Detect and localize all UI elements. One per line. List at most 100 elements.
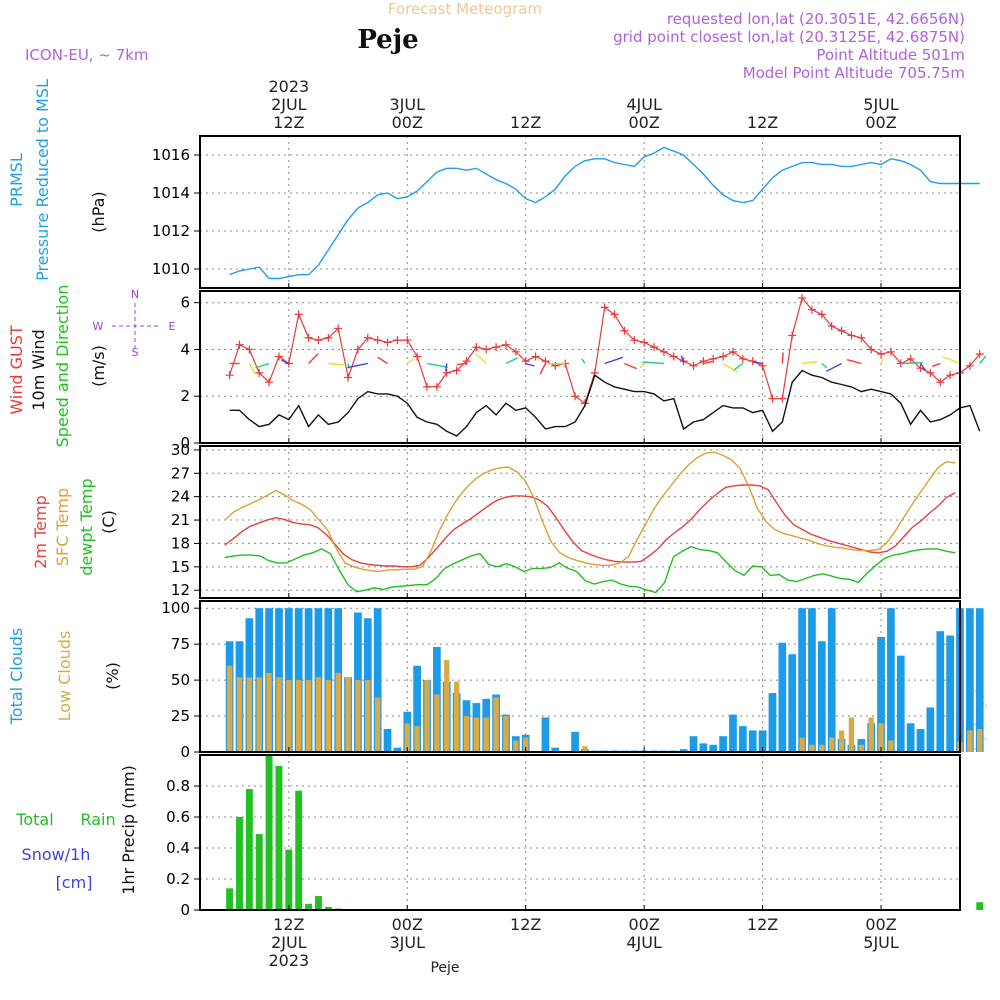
gust-point: [324, 333, 333, 342]
total-cloud-bar: [946, 635, 954, 752]
low-cloud-bar: [296, 680, 302, 752]
total-cloud-bar: [393, 747, 402, 752]
total-cloud-bar: [709, 744, 718, 752]
low-cloud-bar: [513, 740, 519, 752]
low-cloud-bar: [266, 672, 272, 752]
y-tick-label: 25: [171, 707, 190, 725]
y-tick-label: 75: [171, 635, 190, 653]
low-clouds-label: Low Clouds: [55, 631, 74, 722]
gust-point: [877, 350, 886, 359]
y-tick-label: 21: [171, 511, 190, 529]
gust-point: [501, 340, 510, 349]
total-cloud-bar: [798, 608, 806, 752]
rain-bar: [295, 790, 303, 910]
bottom-time-label: 2023: [268, 951, 309, 970]
wind-direction-arrow: [942, 356, 961, 365]
gust-point: [630, 336, 639, 345]
compass-w: W: [93, 320, 104, 333]
total-cloud-bar: [383, 728, 392, 752]
gust-point: [965, 361, 974, 370]
low-cloud-bar: [315, 677, 322, 752]
low-cloud-bar: [444, 659, 450, 752]
point-altitude: Point Altitude 501m: [816, 46, 965, 64]
low-cloud-bar: [365, 680, 371, 752]
series-layer: [200, 146, 987, 911]
location-title: Peje: [357, 25, 418, 55]
gust-point: [768, 394, 777, 403]
wind-unit-label: (m/s): [89, 345, 108, 387]
gust-point: [373, 336, 382, 345]
gust-point: [788, 331, 797, 340]
gust-point: [423, 382, 432, 391]
wind-direction-arrow: [624, 362, 637, 370]
wind-direction-arrow: [733, 362, 744, 371]
y-tick-label: 27: [171, 464, 190, 482]
y-tick-label: 0.2: [166, 870, 190, 888]
wind-direction-arrow: [581, 358, 586, 364]
snow-label: Snow/1h: [22, 845, 91, 864]
rain-bar: [314, 896, 322, 910]
total-cloud-bar: [906, 723, 915, 752]
grid-layer: [200, 136, 960, 911]
total-cloud-bar: [413, 665, 421, 752]
total-cloud-bar: [975, 608, 984, 752]
low-cloud-bar: [819, 744, 825, 752]
gust-point: [738, 354, 747, 363]
gust-point: [472, 343, 481, 352]
wind-direction-arrow: [801, 360, 818, 365]
gust-point: [867, 345, 876, 354]
total-cloud-bar: [936, 631, 945, 752]
rain-bar: [236, 817, 243, 910]
gust-point: [452, 366, 461, 375]
low-cloud-bar: [858, 744, 864, 752]
y-tick-label: 24: [171, 488, 190, 506]
cloud-unit-label: (%): [103, 662, 122, 690]
wind-direction-arrow: [642, 361, 664, 365]
low-cloud-bar: [226, 665, 233, 752]
low-cloud-bar: [414, 726, 420, 752]
total-cloud-bar: [916, 728, 925, 752]
pressure-line: [229, 146, 980, 280]
gust-point: [334, 324, 343, 333]
low-cloud-bar: [848, 717, 855, 752]
wind-direction-arrow: [722, 362, 738, 373]
wind-direction-arrow: [328, 362, 345, 366]
gust-point: [719, 352, 728, 361]
low-cloud-bar: [453, 681, 460, 752]
low-cloud-bar: [977, 728, 983, 752]
total-cloud-bar: [778, 642, 787, 752]
top-time-label: 2023: [268, 77, 309, 96]
total-cloud-bar: [887, 608, 895, 752]
gust-point: [482, 345, 491, 354]
low-cloud-bar: [828, 737, 835, 752]
total-cloud-bar: [571, 731, 579, 752]
gust-point: [294, 310, 303, 319]
y-tick-label: 1010: [152, 260, 190, 278]
low-cloud-bar: [404, 723, 410, 752]
compass-cross: [112, 303, 158, 348]
gust-point: [748, 357, 757, 366]
total-cloud-bar: [788, 654, 797, 752]
total-cloud-bar: [817, 641, 826, 752]
total-cloud-bar: [926, 707, 935, 752]
wind-direction-arrow: [426, 362, 448, 368]
sfc-temp-line: [224, 451, 956, 573]
total-cloud-bar: [719, 736, 727, 752]
gust-point: [975, 350, 984, 359]
low-cloud-bar: [325, 680, 332, 752]
y-tick-label: 4: [180, 340, 190, 358]
gust-point: [432, 382, 441, 391]
gust-point: [314, 336, 323, 345]
y-tick-label: 0.6: [166, 808, 190, 826]
precip-unit-label: 1hr Precip (mm): [119, 765, 138, 895]
panel-frame: [199, 290, 961, 444]
gust-point: [798, 294, 807, 303]
low-cloud-bar: [246, 677, 253, 752]
gust-point: [847, 331, 856, 340]
low-cloud-bar: [473, 717, 480, 752]
compass-rose: N W E S: [93, 288, 176, 359]
wind-direction-arrow: [347, 362, 368, 369]
rain-bar: [285, 849, 293, 910]
frame-layer: [199, 135, 961, 911]
gust-point: [837, 326, 846, 335]
